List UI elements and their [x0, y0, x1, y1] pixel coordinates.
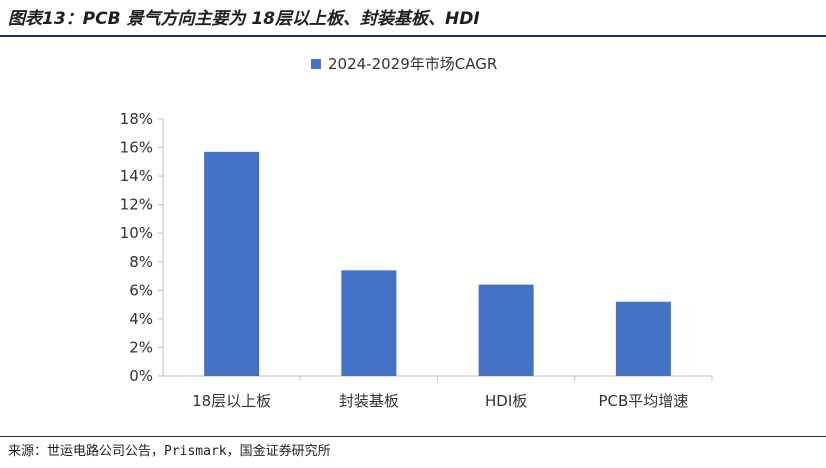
bar: [204, 151, 260, 376]
chart-axes: 0% 2% 4% 6% 8% 10% 12% 14% 16% 18% 18层以上板 封装基板 HDI板 P…: [120, 110, 713, 410]
y-tick-label: 2%: [129, 338, 153, 356]
y-tick-label: 6%: [129, 281, 153, 299]
bottom-rule: [0, 436, 826, 437]
bar: [615, 301, 671, 376]
y-tick-label: 18%: [120, 110, 153, 128]
y-tick-label: 12%: [120, 196, 153, 214]
y-tick-label: 0%: [129, 367, 153, 385]
source-note: 来源：世运电路公司公告，Prismark，国金证券研究所: [8, 444, 331, 459]
y-tick-label: 10%: [120, 224, 153, 242]
top-rule: [0, 35, 826, 37]
x-tick-label: HDI板: [485, 392, 527, 410]
legend-swatch: [311, 59, 321, 69]
y-tick-label: 16%: [120, 139, 153, 157]
x-tick-label: 封装基板: [339, 392, 399, 410]
y-tick-label: 4%: [129, 310, 153, 328]
y-tick-label: 14%: [120, 167, 153, 185]
y-tick-label: 8%: [129, 253, 153, 271]
x-tick-label: 18层以上板: [192, 392, 271, 410]
chart-legend: 2024-2029年市场CAGR: [311, 55, 497, 73]
x-tick-label: PCB平均增速: [598, 392, 688, 410]
legend-label: 2024-2029年市场CAGR: [328, 55, 497, 73]
chart-bars: [204, 151, 671, 376]
bar: [341, 270, 397, 376]
bar-chart: 2024-2029年市场CAGR 0% 2% 4% 6% 8% 10% 12% 14% 16% 1…: [120, 55, 713, 410]
bar: [478, 284, 534, 376]
figure-title: 图表13：PCB 景气方向主要为 18层以上板、封装基板、HDI: [8, 9, 480, 29]
